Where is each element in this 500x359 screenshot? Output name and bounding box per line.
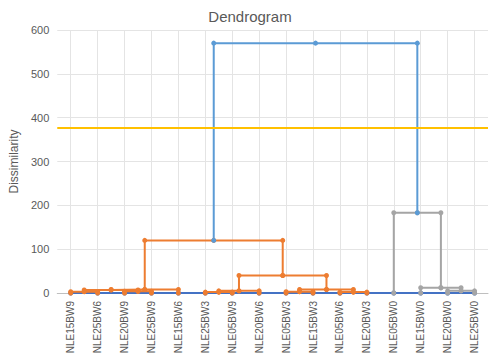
svg-text:100: 100 (31, 243, 49, 255)
svg-text:Dissimilarity: Dissimilarity (7, 130, 21, 194)
svg-text:NLE15BW9: NLE15BW9 (65, 301, 76, 354)
svg-text:NLE15BW0: NLE15BW0 (415, 301, 426, 354)
svg-text:400: 400 (31, 112, 49, 124)
svg-text:NLE05BW0: NLE05BW0 (388, 301, 399, 354)
svg-text:500: 500 (31, 68, 49, 80)
svg-text:200: 200 (31, 199, 49, 211)
svg-text:NLE20BW3: NLE20BW3 (361, 301, 372, 354)
svg-text:0: 0 (43, 287, 49, 299)
svg-text:NLE25BW6: NLE25BW6 (92, 301, 103, 354)
svg-text:NLE05BW6: NLE05BW6 (334, 301, 345, 354)
svg-text:NLE05BW9: NLE05BW9 (227, 301, 238, 354)
svg-text:300: 300 (31, 156, 49, 168)
svg-text:Dendrogram: Dendrogram (208, 8, 291, 25)
svg-text:NLE15BW6: NLE15BW6 (173, 301, 184, 354)
svg-text:NLE25BW3: NLE25BW3 (200, 301, 211, 354)
svg-text:NLE25BW0: NLE25BW0 (469, 301, 480, 354)
svg-text:NLE05BW3: NLE05BW3 (281, 301, 292, 354)
svg-text:NLE20BW6: NLE20BW6 (254, 301, 265, 354)
svg-text:NLE15BW3: NLE15BW3 (308, 301, 319, 354)
svg-text:NLE25BW9: NLE25BW9 (146, 301, 157, 354)
svg-text:NLE20BW9: NLE20BW9 (119, 301, 130, 354)
svg-text:NLE20BW0: NLE20BW0 (442, 301, 453, 354)
svg-text:600: 600 (31, 24, 49, 36)
